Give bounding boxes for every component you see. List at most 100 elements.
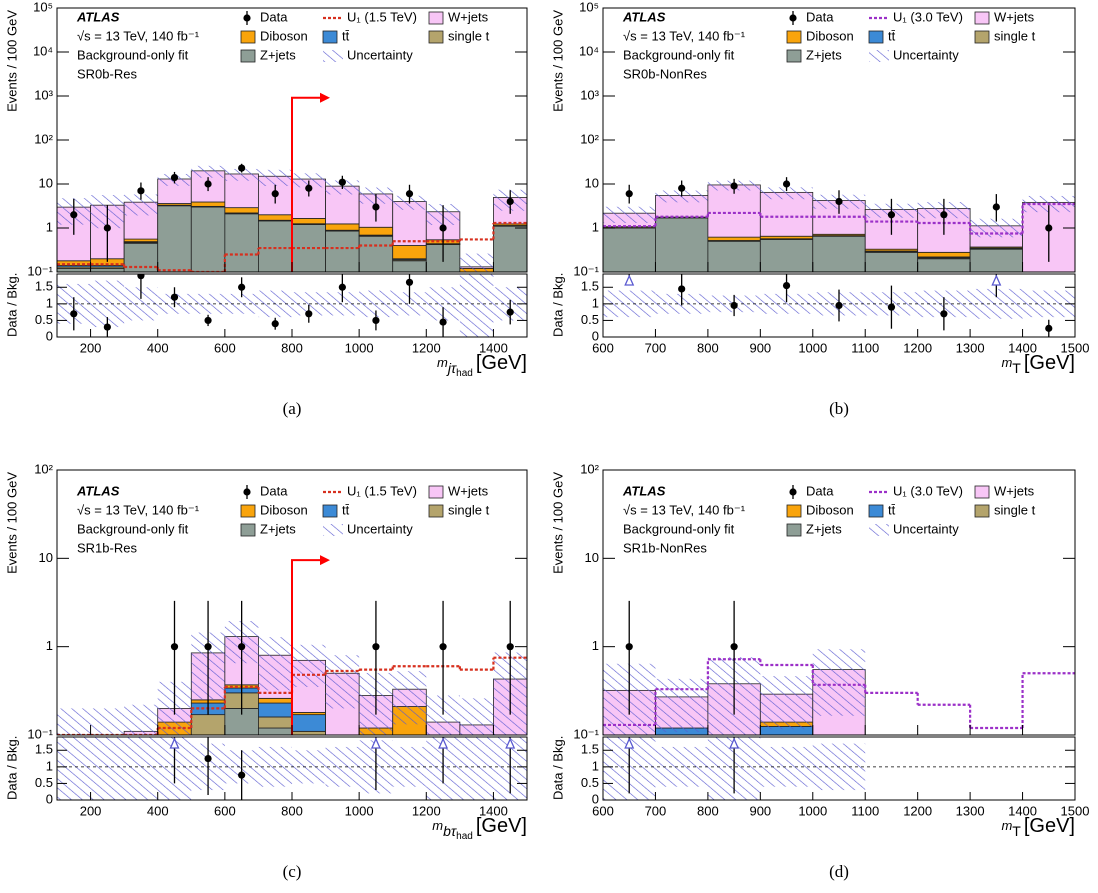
legend-marker — [241, 50, 255, 62]
data-point — [406, 190, 413, 197]
data-point — [204, 180, 211, 187]
stack-bar — [655, 218, 707, 277]
x-tick-label: 900 — [749, 803, 771, 818]
y-tick-label: 10⁴ — [33, 43, 53, 58]
legend-label: Uncertainty — [347, 47, 413, 62]
ratio-point — [171, 294, 178, 301]
x-tick-label: 1200 — [903, 803, 932, 818]
stack-bar — [191, 207, 225, 277]
stack-bar — [760, 726, 812, 849]
ratio-y-tick-label: 1.5 — [581, 742, 599, 757]
x-axis-label-part: m — [437, 355, 448, 370]
data-point — [783, 180, 790, 187]
ratio-y-tick-label: 1 — [592, 758, 599, 773]
legend-marker — [975, 12, 989, 24]
ratio-point — [439, 318, 446, 325]
x-tick-label: 900 — [749, 340, 771, 355]
y-axis-label: Events / 100 GeV — [4, 472, 19, 574]
legend-marker — [975, 31, 989, 43]
legend-label: W+jets — [448, 9, 489, 24]
legend-marker — [787, 50, 801, 62]
x-axis-label-part: T — [1012, 360, 1021, 376]
ratio-overflow-arrow — [992, 276, 1000, 285]
ratio-y-tick-label: 1 — [46, 295, 53, 310]
region-label: SR1b-Res — [77, 540, 137, 555]
ratio-uncertainty-band — [460, 271, 494, 337]
y-tick-label: 10 — [39, 175, 53, 190]
ratio-point — [406, 279, 413, 286]
legend-marker — [975, 505, 989, 517]
legend-label: Z+jets — [806, 521, 842, 536]
uncertainty-band — [460, 254, 494, 277]
stack-bar — [258, 728, 292, 740]
x-axis-label: mbτhad[GeV] — [432, 815, 527, 841]
x-tick-label: 1100 — [851, 803, 879, 818]
ratio-y-tick-label: 1 — [46, 758, 53, 773]
data-point — [171, 174, 178, 181]
ratio-y-tick-label: 1 — [592, 295, 599, 310]
data-point — [731, 643, 738, 650]
ratio-y-tick-label: 0.5 — [35, 312, 53, 327]
stack-bar — [191, 202, 225, 206]
ratio-point — [272, 320, 279, 327]
stack-bar — [655, 728, 707, 850]
data-point — [70, 211, 77, 218]
legend-marker — [787, 505, 801, 517]
y-tick-label: 1 — [46, 219, 53, 234]
region-label: SR1b-NonRes — [623, 540, 707, 555]
x-axis-label: mT[GeV] — [1001, 815, 1075, 838]
ratio-point — [940, 310, 947, 317]
legend-label: tt̄ — [342, 502, 350, 517]
stack-bar — [493, 226, 527, 277]
x-tick-label: 1300 — [956, 340, 985, 355]
legend-label: Diboson — [260, 28, 308, 43]
data-point — [507, 198, 514, 205]
stack-bar — [326, 231, 360, 277]
legend-label: single t — [448, 28, 490, 43]
data-point — [678, 185, 685, 192]
stack-bar — [292, 731, 326, 735]
energy-label: √s = 13 TeV, 140 fb⁻¹ — [623, 502, 746, 517]
ratio-y-tick-label: 0.5 — [581, 312, 599, 327]
x-tick-label: 1000 — [345, 803, 374, 818]
x-tick-label: 600 — [214, 340, 236, 355]
stack-bar — [813, 823, 865, 850]
data-point — [1045, 224, 1052, 231]
legend-marker — [241, 505, 255, 517]
x-axis-label-part: m — [1001, 355, 1012, 370]
data-point — [372, 643, 379, 650]
x-tick-label: 1200 — [412, 803, 441, 818]
stack-bar — [292, 218, 326, 223]
y-tick-label: 10³ — [34, 87, 53, 102]
legend-label: Data — [806, 9, 834, 24]
stack-bar — [970, 249, 1022, 277]
y-tick-label: 1 — [46, 638, 53, 653]
fit-label: Background-only fit — [77, 47, 189, 62]
uncertainty-band — [760, 676, 812, 729]
legend-label: single t — [994, 28, 1036, 43]
legend-marker — [869, 50, 889, 62]
region-label: SR0b-NonRes — [623, 66, 707, 81]
energy-label: √s = 13 TeV, 140 fb⁻¹ — [77, 28, 200, 43]
legend-label: tt̄ — [888, 28, 896, 43]
atlas-label: ATLAS — [622, 483, 666, 498]
ratio-overflow-arrow — [625, 276, 633, 285]
stack-bar — [603, 228, 655, 277]
x-tick-label: 600 — [214, 803, 236, 818]
ratio-point — [339, 284, 346, 291]
data-point — [171, 643, 178, 650]
uncertainty-band — [655, 679, 707, 732]
x-tick-label: 1000 — [798, 340, 827, 355]
data-point — [626, 190, 633, 197]
y-tick-label: 10 — [585, 550, 599, 565]
ratio-point — [888, 304, 895, 311]
y-tick-label: 10 — [39, 550, 53, 565]
ratio-point — [678, 285, 685, 292]
stack-bar — [813, 236, 865, 277]
ratio-point — [305, 310, 312, 317]
data-point — [204, 643, 211, 650]
legend-marker — [789, 488, 796, 495]
y-tick-label: 10² — [580, 461, 599, 476]
ratio-point — [238, 772, 245, 779]
x-axis-label-part: [GeV] — [476, 352, 527, 374]
